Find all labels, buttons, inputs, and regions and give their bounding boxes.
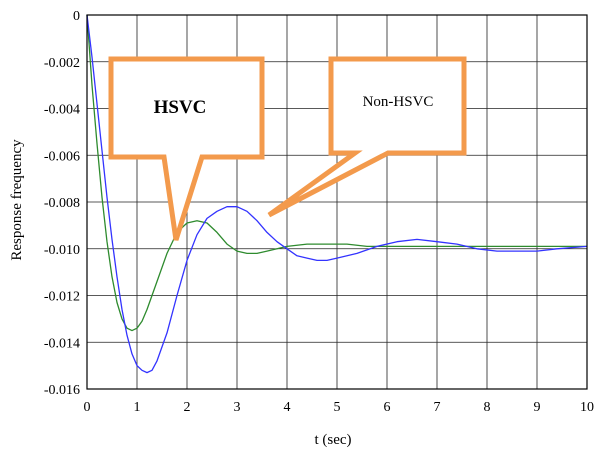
- series-line-non-hsvc: [86, 14, 588, 374]
- y-axis-title: Response frequency: [9, 139, 25, 261]
- y-tick-label: -0.004: [44, 103, 80, 118]
- x-tick-label: 2: [184, 400, 191, 415]
- series-lines: [86, 14, 588, 374]
- x-tick-label: 10: [580, 400, 594, 415]
- callout-hsvc: HSVC: [108, 56, 265, 241]
- callout-non-hsvc-shape: [267, 56, 467, 218]
- y-tick-label: -0.016: [44, 383, 80, 398]
- y-tick-label: -0.012: [44, 290, 80, 305]
- plot-frame: [86, 14, 588, 390]
- callout-non-hsvc: Non-HSVC: [267, 56, 467, 218]
- y-tick-label: -0.014: [44, 336, 80, 351]
- x-axis-title: t (sec): [314, 432, 351, 448]
- callout-hsvc-label: HSVC: [154, 97, 207, 118]
- x-tick-label: 7: [434, 400, 441, 415]
- x-tick-label: 5: [334, 400, 341, 415]
- callout-non-hsvc-label: Non-HSVC: [363, 94, 434, 110]
- x-tick-label: 4: [284, 400, 291, 415]
- y-tick-label: -0.008: [44, 196, 80, 211]
- y-tick-label: -0.006: [44, 149, 80, 164]
- x-tick-label: 1: [134, 400, 141, 415]
- x-tick-label: 8: [484, 400, 491, 415]
- x-tick-label: 6: [384, 400, 391, 415]
- y-tick-labels: 0 -0.002 -0.004 -0.006 -0.008 -0.010 -0.012 -0.…: [44, 9, 80, 398]
- y-tick-label: -0.002: [44, 56, 80, 71]
- y-tick-label: 0: [73, 9, 80, 24]
- series-line-hsvc: [86, 14, 587, 332]
- x-tick-label: 9: [534, 400, 541, 415]
- callout-hsvc-shape: [108, 56, 265, 241]
- y-tick-label: -0.010: [44, 243, 80, 258]
- x-tick-label: 0: [84, 400, 91, 415]
- x-tick-label: 3: [234, 400, 241, 415]
- x-tick-labels: 0 1 2 3 4 5 6 7 8 9 10: [84, 400, 595, 415]
